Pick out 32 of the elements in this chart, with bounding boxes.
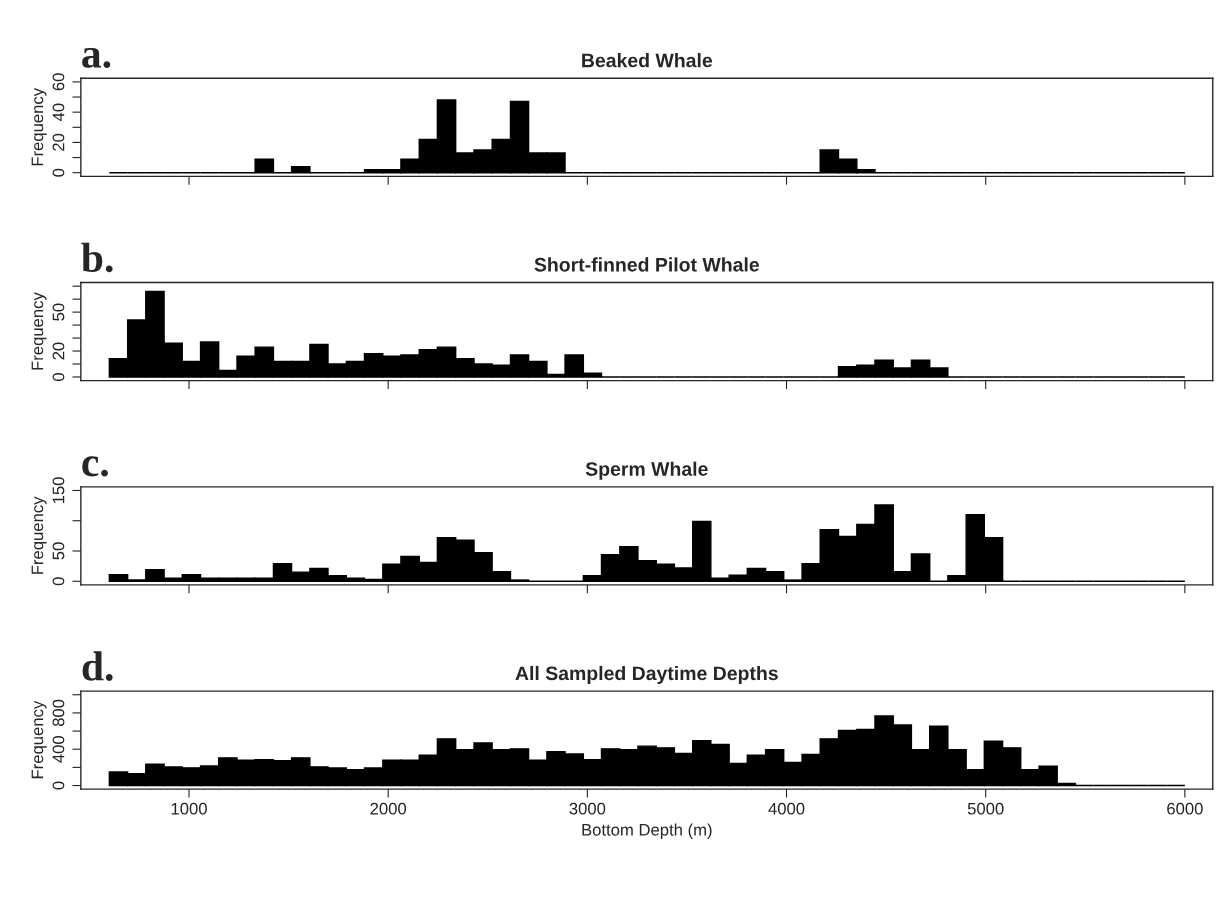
x-tick-label: 1000 xyxy=(171,802,207,815)
y-tick-label: 0 xyxy=(52,168,65,177)
x-tick-label: 2000 xyxy=(370,802,407,815)
x-tick-label: 4000 xyxy=(768,802,805,815)
x-tick-label: 3000 xyxy=(569,802,606,815)
y-axis-title: Frequency xyxy=(31,496,47,574)
text: c. xyxy=(82,456,108,477)
y-axis-title: Frequency xyxy=(31,292,47,370)
text: b. xyxy=(81,242,113,273)
y-axis-title: Frequency xyxy=(31,87,47,166)
y-tick-label: 0 xyxy=(52,577,65,586)
y-tick-label: 0 xyxy=(52,781,65,790)
y-tick-label: 40 xyxy=(52,103,65,122)
y-tick-label: 50 xyxy=(52,542,65,560)
text: d. xyxy=(82,651,113,681)
x-tick-label: 5000 xyxy=(967,802,1004,815)
chart-title: Sperm Whale xyxy=(585,461,708,480)
y-tick-label: 20 xyxy=(52,342,65,360)
text: a. xyxy=(82,47,111,69)
y-tick-label: 150 xyxy=(52,477,65,504)
x-axis-title: Bottom Depth (m) xyxy=(582,823,712,839)
y-tick-label: 60 xyxy=(52,73,65,91)
chart-title: All Sampled Daytime Depths xyxy=(515,665,778,685)
y-tick-label: 400 xyxy=(52,735,65,763)
y-tick-label: 50 xyxy=(52,303,65,321)
y-tick-label: 20 xyxy=(52,133,65,151)
x-tick-label: 6000 xyxy=(1167,802,1203,815)
chart-title: Short-finned Pilot Whale xyxy=(534,257,760,272)
y-tick-label: 0 xyxy=(52,372,65,381)
y-axis-title: Frequency xyxy=(31,700,47,779)
chart-title: Beaked Whale xyxy=(582,53,713,68)
y-tick-label: 800 xyxy=(52,699,65,727)
